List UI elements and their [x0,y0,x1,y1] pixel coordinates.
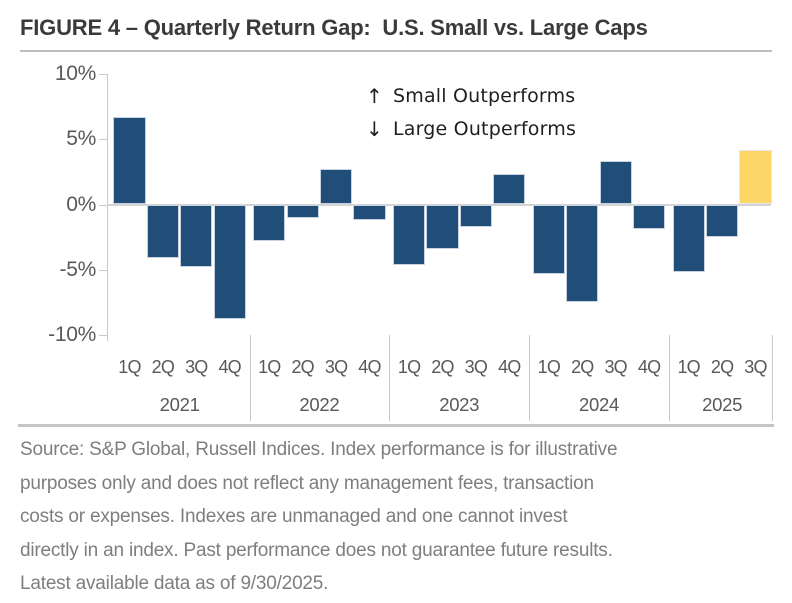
bar-2023-4Q [493,174,526,205]
figure-title: FIGURE 4 – Quarterly Return Gap: U.S. Sm… [20,15,648,40]
bar-2025-3Q [739,149,772,205]
quarter-label: 3Q [324,357,348,377]
year-label: 2021 [159,394,200,415]
bar-2024-3Q [599,161,632,205]
footer-divider [18,424,774,427]
legend-large-outperforms: ↓ Large Outperforms [366,113,576,146]
y-axis-tick [99,269,107,271]
y-axis-label: 5% [66,127,96,151]
bar-2021-3Q [180,204,213,268]
year-separator [249,335,251,421]
source-note: Source: S&P Global, Russell Indices. Ind… [20,433,790,601]
year-separator [529,335,531,421]
quarter-label: 3Q [464,357,488,377]
quarter-label: 2Q [291,357,314,377]
quarter-label: 3Q [185,357,208,377]
quarter-label: 4Q [218,357,241,377]
quarter-label: 4Q [358,357,381,377]
bar-2023-1Q [392,204,426,265]
year-label: 2024 [579,394,619,415]
source-line: Source: S&P Global, Russell Indices. Ind… [20,439,618,460]
y-axis-tick [99,139,107,141]
bar-2024-1Q [532,204,566,274]
bar-2023-2Q [426,204,459,249]
bar-2025-1Q [672,204,705,273]
bar-2022-1Q [253,204,286,242]
source-line: Latest available data as of 9/30/2025. [20,573,329,594]
source-line: purposes only and does not reflect any m… [20,472,594,494]
quarter-label: 1Q [537,357,561,377]
y-axis-label: -5% [59,257,97,281]
down-arrow-icon: ↓ [366,117,383,141]
bar-2024-2Q [566,204,599,303]
year-label: 2025 [702,394,743,415]
bar-2025-2Q [705,204,739,238]
source-line: costs or expenses. Indexes are unmanaged… [20,506,568,527]
year-separator [389,335,391,421]
year-label: 2022 [299,394,340,415]
up-arrow-icon: ↑ [366,84,383,108]
chart-area: 10% 5% 0% -5% -10% 1Q 2Q 3Q 4Q 2021 1Q 2Q 3Q 4Q 2022 1Q… [48,62,773,421]
quarter-label: 2Q [710,357,734,377]
quarter-label: 2Q [431,357,454,377]
bar-2022-4Q [353,204,386,221]
quarter-label: 1Q [397,357,421,377]
year-separator [772,335,773,421]
legend-large-label: Large Outperforms [392,118,577,140]
y-axis-line [107,74,108,341]
y-axis-tick [99,204,107,206]
y-axis-tick [99,74,107,75]
bar-2021-1Q [113,117,146,205]
bar-2021-2Q [146,204,180,258]
y-axis-label: -10% [48,323,96,346]
quarter-label: 3Q [604,357,627,377]
bar-2024-4Q [632,204,666,230]
legend-small-label: Small Outperforms [392,85,576,107]
year-label: 2023 [439,394,480,415]
direction-legend: ↑ Small Outperforms ↓ Large Outperforms [366,80,576,146]
title-underline [20,50,772,52]
y-axis-label: 10% [54,62,96,85]
quarter-label: 2Q [151,357,175,377]
bar-2022-3Q [319,169,353,205]
year-separator [668,335,670,421]
quarter-label: 4Q [637,357,661,377]
y-axis-label: 0% [66,192,96,216]
bar-2021-4Q [213,204,246,320]
quarter-label: 1Q [258,357,281,377]
quarter-label: 1Q [677,357,700,377]
quarter-label: 4Q [498,357,521,377]
legend-small-outperforms: ↑ Small Outperforms [366,80,576,113]
y-axis-tick [99,335,107,336]
bar-2022-2Q [286,204,319,218]
quarter-label: 2Q [571,357,594,377]
quarter-label: 1Q [118,357,141,377]
source-line: directly in an index. Past performance d… [20,539,613,561]
bar-2023-3Q [459,204,493,227]
quarter-label: 3Q [744,357,767,377]
